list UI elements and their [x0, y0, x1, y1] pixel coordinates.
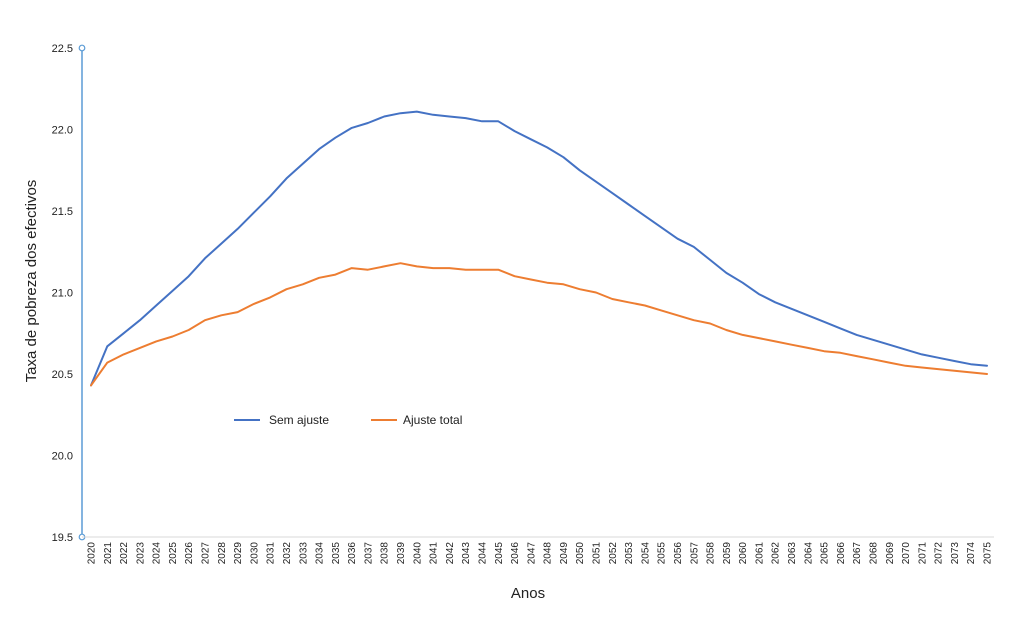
x-tick-label: 2067 — [852, 542, 863, 565]
x-tick-label: 2074 — [966, 542, 977, 565]
y-tick-label: 22.0 — [52, 125, 73, 137]
x-tick-label: 2068 — [868, 542, 879, 565]
series-line-sem-ajuste — [90, 110, 988, 387]
x-tick-label: 2049 — [559, 542, 570, 565]
x-tick-label: 2050 — [575, 542, 586, 565]
y-tick-label: 21.5 — [52, 206, 73, 218]
legend: Sem ajuste Ajuste total — [234, 413, 462, 427]
x-tick-label: 2029 — [233, 542, 244, 565]
x-tick-label: 2047 — [526, 542, 537, 565]
x-tick-label: 2071 — [917, 542, 928, 565]
x-tick-label: 2036 — [347, 542, 358, 565]
x-tick-label: 2030 — [249, 542, 260, 565]
x-tick-label: 2062 — [771, 542, 782, 565]
x-tick-label: 2075 — [983, 542, 994, 565]
x-tick-label: 2063 — [787, 542, 798, 565]
x-tick-label: 2025 — [168, 542, 179, 565]
x-tick-label: 2037 — [363, 542, 374, 565]
x-tick-label: 2054 — [640, 542, 651, 565]
x-tick-label: 2044 — [477, 542, 488, 565]
series-layer — [90, 110, 988, 387]
legend-label: Sem ajuste — [269, 413, 329, 427]
x-tick-label: 2056 — [673, 542, 684, 565]
x-tick-label: 2040 — [412, 542, 423, 565]
x-tick-label: 2020 — [87, 542, 98, 565]
x-tick-label: 2060 — [738, 542, 749, 565]
y-tick-label: 20.0 — [52, 451, 73, 463]
y-tick-label: 20.5 — [52, 369, 73, 381]
x-tick-label: 2035 — [331, 542, 342, 565]
x-axis: 2020 2021 2022 2023 2024 2025 2026 2027 2028 2029… — [82, 536, 994, 565]
x-tick-label: 2048 — [543, 542, 554, 565]
x-tick-label: 2026 — [184, 542, 195, 565]
x-tick-label: 2058 — [706, 542, 717, 565]
x-tick-label: 2055 — [657, 542, 668, 565]
x-tick-label: 2046 — [510, 542, 521, 565]
x-tick-label: 2066 — [836, 542, 847, 565]
x-tick-label: 2032 — [282, 542, 293, 565]
x-tick-label: 2061 — [754, 542, 765, 565]
x-tick-label: 2031 — [266, 542, 277, 565]
x-tick-label: 2069 — [885, 542, 896, 565]
x-tick-label: 2052 — [608, 542, 619, 565]
x-tick-label: 2022 — [119, 542, 130, 565]
x-tick-label: 2034 — [315, 542, 326, 565]
x-tick-label: 2065 — [820, 542, 831, 565]
x-tick-label: 2073 — [950, 542, 961, 565]
x-tick-label: 2028 — [217, 542, 228, 565]
x-tick-label: 2038 — [380, 542, 391, 565]
x-tick-label: 2027 — [201, 542, 212, 565]
x-axis-title: Anos — [511, 585, 545, 602]
x-tick-label: 2042 — [445, 542, 456, 565]
x-tick-label: 2072 — [934, 542, 945, 565]
x-tick-label: 2024 — [152, 542, 163, 565]
x-tick-label: 2023 — [135, 542, 146, 565]
x-tick-label: 2039 — [396, 542, 407, 565]
x-tick-label: 2033 — [298, 542, 309, 565]
x-tick-label: 2059 — [722, 542, 733, 565]
y-axis: 19.5 20.0 20.5 21.0 21.5 22.0 22.5 — [52, 43, 86, 544]
legend-label: Ajuste total — [403, 413, 462, 427]
x-tick-label: 2021 — [103, 542, 114, 565]
y-tick-label: 19.5 — [52, 532, 73, 544]
x-tick-label: 2057 — [689, 542, 700, 565]
x-tick-label: 2051 — [592, 542, 603, 565]
x-tick-label: 2053 — [624, 542, 635, 565]
x-tick-label: 2045 — [494, 542, 505, 565]
y-tick-label: 22.5 — [52, 43, 73, 55]
x-tick-label: 2043 — [461, 542, 472, 565]
x-tick-label: 2064 — [803, 542, 814, 565]
y-axis-handle-top — [78, 44, 86, 52]
y-axis-title: Taxa de pobreza dos efectivos — [23, 180, 40, 383]
y-tick-label: 21.0 — [52, 288, 73, 300]
series-line-ajuste-total — [90, 262, 988, 387]
x-tick-label: 2041 — [429, 542, 440, 565]
x-tick-label: 2070 — [901, 542, 912, 565]
